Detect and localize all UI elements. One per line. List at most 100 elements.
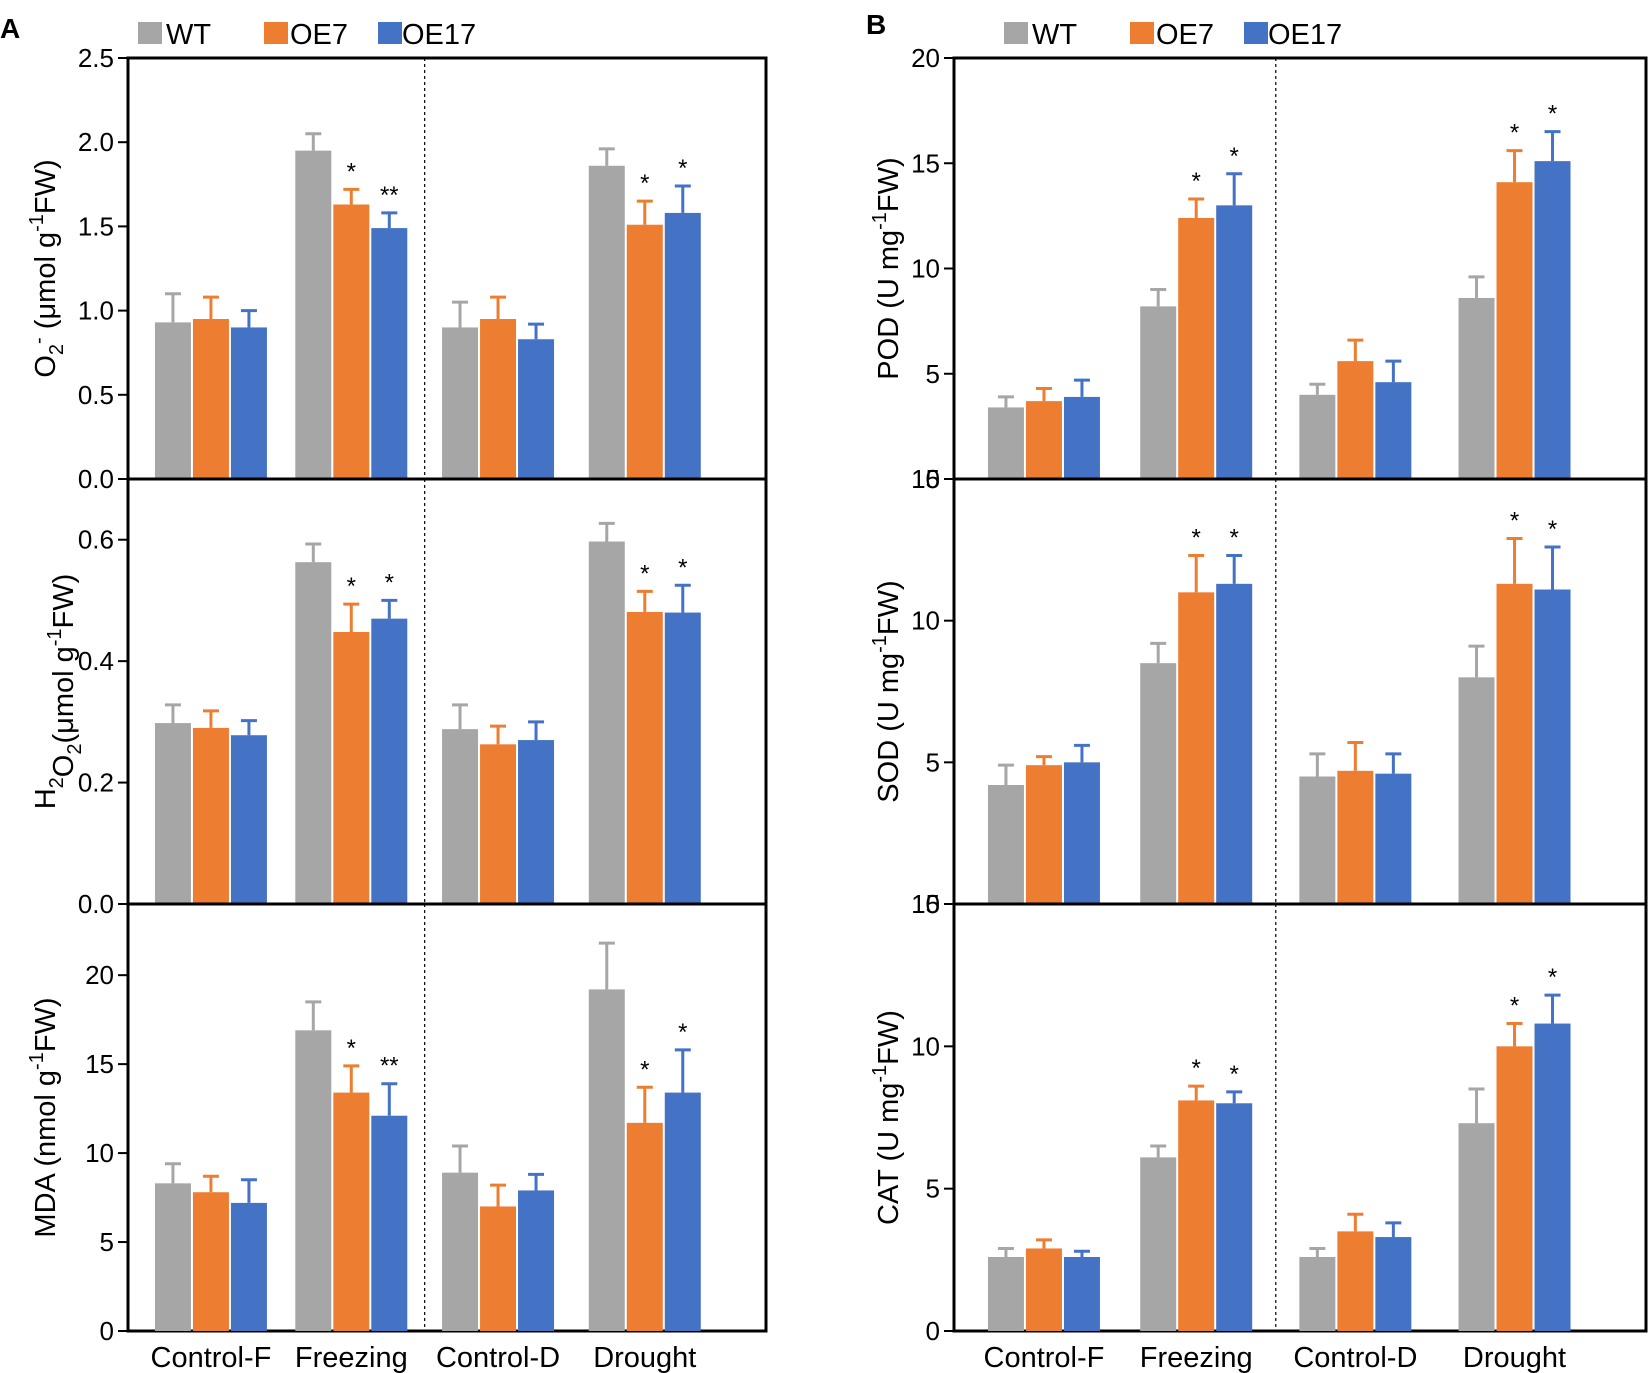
bar-wt-control-f: [987, 1256, 1024, 1331]
y-tick-label: 0.5: [78, 380, 114, 410]
significance-mark: *: [640, 1056, 649, 1083]
legend-label-oe7: OE7: [290, 19, 348, 51]
y-axis-label-part: CAT (U mg: [873, 1083, 905, 1225]
y-axis-label: SOD (U mg-1FW): [869, 580, 905, 802]
y-tick-label: 0.0: [78, 464, 114, 494]
y-axis-label-part: FW): [48, 574, 80, 629]
y-axis-label-part: 2: [46, 777, 68, 788]
legend-label-oe7: OE7: [1156, 19, 1214, 51]
y-tick-label: 0: [100, 1316, 114, 1346]
y-axis-label-part: 2: [64, 744, 86, 755]
panel-label-a: A: [0, 13, 20, 44]
bar-oe7-control-d: [1337, 770, 1374, 904]
bar-oe17-freezing: [1216, 205, 1253, 479]
significance-mark: *: [1510, 508, 1519, 535]
y-tick-label: 5: [100, 1227, 114, 1257]
significance-mark: *: [1192, 525, 1201, 552]
significance-mark: *: [347, 573, 356, 600]
bar-oe17-freezing: [371, 618, 408, 904]
bar-oe7-control-d: [1337, 1231, 1374, 1331]
y-axis-label: MDA (nmol g-1FW): [26, 997, 62, 1237]
y-axis-label-part: -1: [869, 635, 891, 653]
bar-wt-control-f: [987, 785, 1024, 904]
y-axis-label-part: O: [48, 755, 80, 778]
bar-oe17-control-f: [230, 735, 267, 904]
significance-mark: *: [678, 554, 687, 581]
bar-oe7-drought: [626, 1122, 663, 1331]
bar-oe17-control-d: [518, 1190, 555, 1331]
bar-oe17-drought: [664, 612, 701, 904]
y-axis-label-part: FW): [30, 159, 62, 214]
bar-wt-freezing: [1140, 306, 1177, 479]
bar-oe7-control-f: [1025, 1248, 1062, 1331]
y-tick-label: 10: [911, 254, 940, 284]
subplot-a-1: 0.00.51.01.52.02.5O2- (μmol g-1FW) *** **: [26, 43, 768, 494]
significance-mark: *: [1230, 1061, 1239, 1088]
legend-swatch-wt: [138, 22, 162, 44]
y-tick-label: 0: [926, 889, 940, 919]
bar-wt-drought: [1458, 677, 1495, 904]
legend-a: WT OE7 OE17: [138, 19, 476, 51]
bar-oe17-drought: [1534, 1023, 1571, 1331]
significance-mark: *: [1230, 143, 1239, 170]
bar-oe7-control-d: [480, 319, 517, 479]
y-axis-label-part: FW): [873, 1010, 905, 1065]
x-category-label: Control-F: [984, 1342, 1105, 1373]
x-category-label: Freezing: [295, 1342, 408, 1373]
bar-oe17-control-f: [1063, 396, 1100, 479]
bar-oe7-drought: [1496, 583, 1533, 904]
significance-mark: *: [1510, 993, 1519, 1020]
significance-mark: *: [1192, 168, 1201, 195]
y-tick-label: 20: [911, 43, 940, 73]
bar-wt-control-f: [154, 1183, 191, 1331]
y-tick-label: 5: [926, 1174, 940, 1204]
bar-oe17-control-f: [1063, 1256, 1100, 1331]
bar-oe7-freezing: [333, 1092, 370, 1331]
y-tick-label: 0: [926, 1316, 940, 1346]
significance-mark: *: [347, 1035, 356, 1062]
significance-mark: **: [380, 182, 399, 209]
y-axis-label-part: O: [30, 355, 62, 378]
y-axis-label-part: -: [28, 337, 50, 344]
bar-oe17-control-d: [1375, 773, 1412, 904]
y-axis-label-part: -1: [44, 628, 66, 646]
bar-oe7-freezing: [1178, 592, 1215, 904]
bar-oe7-drought: [1496, 182, 1533, 479]
bar-oe7-control-d: [480, 1206, 517, 1331]
subplot-b-3: 0 5 10 15 CAT (U mg-1FW) Control-F * * Freezing C…: [869, 889, 1648, 1373]
bar-oe7-control-d: [1337, 361, 1374, 479]
y-axis-label-part: (μmol g: [48, 646, 80, 743]
significance-mark: *: [640, 170, 649, 197]
bar-oe17-drought: [1534, 589, 1571, 904]
significance-mark: *: [1548, 101, 1557, 128]
x-category-label: Drought: [593, 1342, 696, 1373]
legend-swatch-wt: [1004, 22, 1028, 44]
y-tick-label: 0: [926, 464, 940, 494]
bar-oe7-freezing: [1178, 217, 1215, 480]
significance-mark: **: [380, 1053, 399, 1080]
y-axis-label-part: -1: [26, 214, 48, 232]
y-axis-label-part: -1: [869, 1065, 891, 1083]
x-category-label: Drought: [1463, 1342, 1566, 1373]
bar-wt-control-d: [442, 327, 479, 479]
y-axis-label-part: (μmol g: [30, 232, 62, 337]
bar-wt-freezing: [1140, 1157, 1177, 1331]
panel-label-b: B: [866, 9, 886, 40]
y-tick-label: 1.5: [78, 211, 114, 241]
y-axis-label-part: FW): [30, 997, 62, 1052]
bar-oe7-freezing: [333, 632, 370, 904]
significance-mark: *: [678, 155, 687, 182]
y-axis-label-part: -1: [869, 212, 891, 230]
legend-label-wt: WT: [166, 19, 211, 51]
y-tick-label: 15: [911, 464, 940, 494]
bar-oe7-control-f: [192, 727, 229, 904]
bar-oe17-freezing: [371, 228, 408, 479]
bar-wt-drought: [588, 541, 625, 904]
legend-label-oe17: OE17: [402, 19, 476, 51]
significance-mark: *: [678, 1019, 687, 1046]
legend-label-wt: WT: [1032, 19, 1077, 51]
y-tick-label: 10: [911, 606, 940, 636]
bar-oe7-control-f: [1025, 765, 1062, 904]
